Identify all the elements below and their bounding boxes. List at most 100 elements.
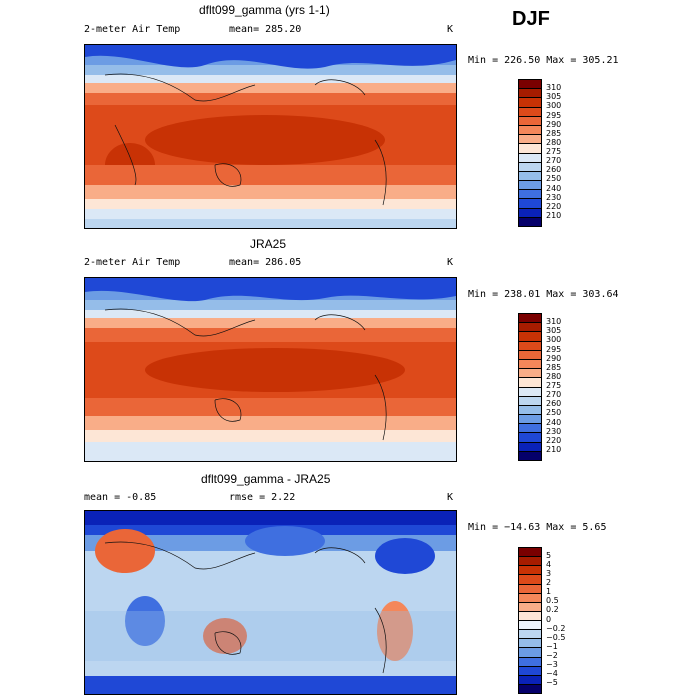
colorbar-swatch [519, 396, 541, 406]
colorbar-level-label: 300 [546, 335, 562, 345]
panel3-map [84, 510, 457, 695]
colorbar-level-label: 0 [546, 614, 552, 624]
colorbar-swatch [519, 593, 541, 603]
colorbar-level-label: 305 [546, 92, 562, 102]
colorbar-swatch [519, 80, 541, 90]
colorbar-swatch [519, 162, 541, 172]
colorbar-swatch [519, 135, 541, 145]
colorbar-swatch [519, 181, 541, 191]
colorbar-swatch [519, 341, 541, 351]
colorbar-swatch [519, 323, 541, 333]
colorbar-swatch [519, 125, 541, 136]
colorbar-level-label: 220 [546, 201, 562, 211]
colorbar-swatch [519, 657, 541, 667]
colorbar-level-label: 0.5 [546, 596, 559, 606]
colorbar-level-label: −0.2 [546, 623, 566, 633]
colorbar-level-label: 295 [546, 110, 562, 120]
colorbar-swatch [519, 442, 541, 452]
panel1-title: dflt099_gamma (yrs 1-1) [199, 3, 330, 17]
colorbar-level-label: 275 [546, 381, 562, 390]
panel2-colorbar-labels: 310 305 300 295 290 285 280 275 270 260 250 240 230 2… [546, 313, 586, 459]
colorbar-swatch [519, 621, 541, 631]
colorbar-level-label: 295 [546, 344, 562, 354]
colorbar-level-label: 3 [546, 569, 552, 579]
panel2-minmax: Min = 238.01 Max = 303.64 [468, 289, 619, 300]
panel2-title: JRA25 [250, 237, 287, 251]
panel3-units: K [447, 492, 454, 503]
colorbar-swatch [519, 359, 541, 370]
colorbar-level-label: 250 [546, 174, 562, 184]
season-label: DJF [512, 8, 550, 30]
panel3-minmax: Min = −14.63 Max = 5.65 [468, 522, 607, 533]
colorbar-swatch [519, 611, 541, 621]
colorbar-level-label: 280 [546, 371, 562, 381]
panel1-variable: 2-meter Air Temp [84, 24, 181, 35]
colorbar-swatch [519, 314, 541, 324]
colorbar-level-label: 210 [546, 210, 562, 220]
colorbar-level-label: 260 [546, 165, 562, 175]
colorbar-level-label: 310 [546, 83, 562, 93]
colorbar-swatch [519, 89, 541, 99]
colorbar-swatch [519, 666, 541, 676]
colorbar-swatch [519, 378, 541, 388]
colorbar-level-label: 0.2 [546, 605, 559, 615]
colorbar-swatch [519, 602, 541, 612]
colorbar-swatch [519, 557, 541, 567]
colorbar-level-label: −0.5 [546, 632, 566, 642]
colorbar-level-label: 305 [546, 326, 562, 336]
panel2-mean: mean= 286.05 [229, 257, 302, 268]
colorbar-level-label: 270 [546, 156, 562, 166]
panel3-field [85, 511, 456, 694]
colorbar-swatch [519, 208, 541, 218]
colorbar-level-label: 285 [546, 362, 562, 372]
colorbar-swatch [519, 369, 541, 379]
colorbar-swatch [519, 575, 541, 585]
panel1-field [85, 45, 456, 228]
colorbar-swatch [519, 639, 541, 649]
colorbar-level-label: 220 [546, 435, 562, 445]
panel1-colorbar-labels: 310 305 300 295 290 285 280 275 270 260 250 240 230 2… [546, 79, 586, 225]
colorbar-swatch [519, 199, 541, 209]
colorbar-level-label: −1 [546, 641, 558, 651]
colorbar-swatch [519, 332, 541, 342]
colorbar-level-label: −3 [546, 659, 558, 669]
colorbar-swatch [519, 144, 541, 154]
panel2-variable: 2-meter Air Temp [84, 257, 181, 268]
colorbar-swatch [519, 98, 541, 108]
colorbar-swatch [519, 116, 541, 126]
colorbar-swatch [519, 684, 541, 693]
colorbar-swatch [519, 630, 541, 640]
panel1-mean: mean= 285.20 [229, 24, 302, 35]
panel2-map [84, 277, 457, 462]
colorbar-level-label: −5 [546, 677, 558, 687]
colorbar-level-label: 240 [546, 183, 562, 193]
colorbar-swatch [519, 171, 541, 182]
panel1-minmax: Min = 226.50 Max = 305.21 [468, 55, 619, 66]
colorbar-level-label: 240 [546, 417, 562, 427]
colorbar-level-label: 270 [546, 390, 562, 400]
panel3-rmse: rmse = 2.22 [229, 492, 296, 503]
colorbar-swatch [519, 350, 541, 360]
panel1-map [84, 44, 457, 229]
colorbar-swatch [519, 415, 541, 425]
colorbar-level-label: 5 [546, 551, 552, 561]
colorbar-level-label: −2 [546, 650, 558, 660]
colorbar-level-label: 275 [546, 147, 562, 156]
colorbar-level-label: 310 [546, 317, 562, 327]
colorbar-swatch [519, 675, 541, 685]
colorbar-swatch [519, 405, 541, 416]
colorbar-level-label: 250 [546, 408, 562, 418]
colorbar-level-label: 260 [546, 399, 562, 409]
colorbar-level-label: 285 [546, 128, 562, 138]
colorbar-level-label: 290 [546, 353, 562, 363]
panel3-colorbar [518, 547, 542, 694]
colorbar-swatch [519, 548, 541, 558]
colorbar-level-label: 2 [546, 578, 552, 588]
panel2-colorbar [518, 313, 542, 461]
colorbar-level-label: 300 [546, 101, 562, 111]
colorbar-level-label: 230 [546, 192, 562, 202]
colorbar-swatch [519, 387, 541, 397]
colorbar-level-label: 290 [546, 119, 562, 129]
panel3-title: dflt099_gamma - JRA25 [201, 472, 331, 486]
colorbar-level-label: 230 [546, 426, 562, 436]
